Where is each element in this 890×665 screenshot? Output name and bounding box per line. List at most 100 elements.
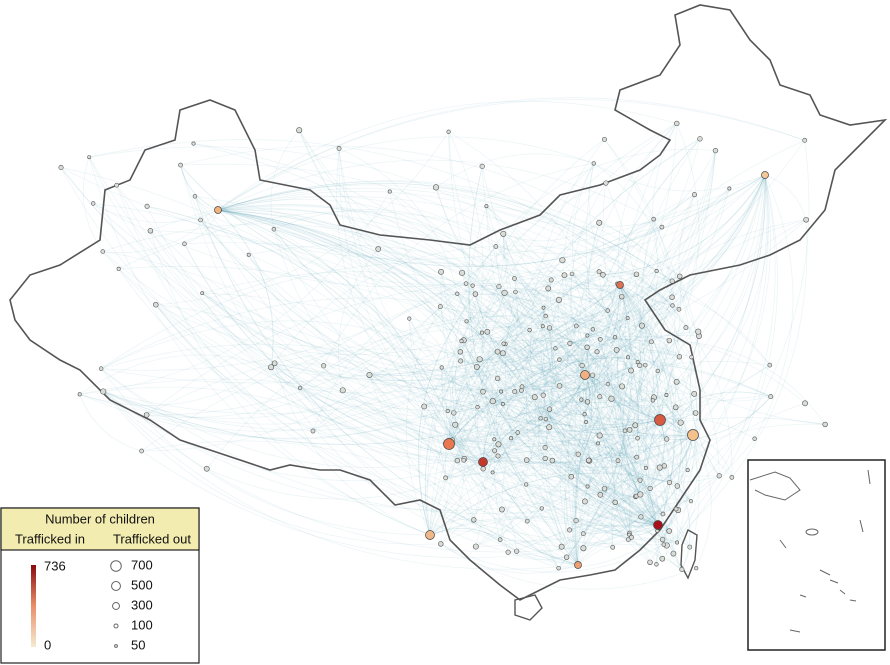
flow xyxy=(477,364,771,427)
city-node xyxy=(492,437,497,442)
flow xyxy=(270,246,496,368)
flow xyxy=(604,139,676,396)
city-node xyxy=(752,436,757,441)
flow xyxy=(538,348,579,566)
city-node xyxy=(585,484,590,489)
city-node xyxy=(144,203,150,209)
flow xyxy=(424,399,478,408)
flow xyxy=(666,396,772,440)
city-node xyxy=(584,344,590,350)
flow xyxy=(298,130,586,376)
city-node xyxy=(634,454,640,460)
flow xyxy=(342,389,696,447)
flow xyxy=(463,174,766,341)
flow xyxy=(481,166,694,436)
city-node xyxy=(697,136,703,142)
flow xyxy=(517,432,694,457)
flow xyxy=(575,188,730,566)
flow xyxy=(656,174,766,272)
flow xyxy=(492,400,512,439)
flow xyxy=(423,406,518,436)
flow xyxy=(473,519,559,569)
flow xyxy=(448,356,628,445)
flow xyxy=(497,351,588,403)
flow xyxy=(118,210,604,276)
flow xyxy=(675,407,700,570)
flow xyxy=(217,209,550,428)
flow xyxy=(429,459,465,536)
size-key-label: 500 xyxy=(131,577,153,592)
flow xyxy=(617,284,642,461)
city-node xyxy=(542,445,548,451)
flow xyxy=(493,439,659,526)
flow xyxy=(624,417,755,440)
city-node xyxy=(612,335,618,340)
flow xyxy=(445,443,613,548)
flow xyxy=(425,292,505,536)
city-node xyxy=(489,398,496,405)
flow xyxy=(482,390,522,463)
size-key-label: 700 xyxy=(131,557,153,572)
flow xyxy=(155,304,484,463)
flow xyxy=(217,209,585,415)
city-node xyxy=(638,322,645,329)
flow xyxy=(429,370,632,536)
city-node xyxy=(694,566,699,571)
flow xyxy=(587,329,601,397)
flow xyxy=(447,338,652,412)
flow xyxy=(440,412,465,545)
city-node xyxy=(143,412,150,418)
flow xyxy=(439,306,632,538)
flow xyxy=(521,386,647,469)
flow xyxy=(217,100,677,211)
flow xyxy=(542,307,651,563)
flow xyxy=(88,156,450,445)
city-node xyxy=(635,360,640,365)
flow xyxy=(429,222,600,536)
flow xyxy=(610,296,664,515)
flow xyxy=(657,327,687,421)
flow xyxy=(492,400,641,481)
flow xyxy=(614,284,625,338)
flow xyxy=(482,390,522,463)
city-node xyxy=(654,562,659,567)
flow xyxy=(472,285,651,489)
city-node xyxy=(628,534,634,540)
flow xyxy=(557,299,586,376)
flow xyxy=(659,391,771,421)
flow xyxy=(445,340,670,479)
city-nodes xyxy=(58,120,828,572)
flow xyxy=(607,356,680,385)
flow xyxy=(102,251,586,390)
flow xyxy=(408,318,562,548)
flow xyxy=(440,288,549,313)
flow xyxy=(102,209,219,254)
flow xyxy=(146,246,497,416)
flow xyxy=(616,283,670,341)
flow xyxy=(503,222,600,242)
city-node xyxy=(803,216,809,223)
flow xyxy=(635,496,674,554)
flow xyxy=(201,292,586,392)
flow xyxy=(424,317,628,408)
hub-node xyxy=(761,171,769,179)
flow xyxy=(217,209,665,467)
flow xyxy=(483,284,621,470)
city-node xyxy=(366,371,373,378)
city-node xyxy=(567,340,573,346)
flow xyxy=(669,174,771,483)
city-node xyxy=(501,289,508,296)
flow xyxy=(503,337,695,395)
flow xyxy=(448,131,586,376)
city-node xyxy=(647,485,653,492)
flow xyxy=(206,455,499,500)
flow xyxy=(619,325,643,495)
flow xyxy=(274,280,673,381)
hub-node xyxy=(654,414,666,426)
flow xyxy=(577,219,658,455)
flow xyxy=(475,150,716,547)
flow xyxy=(336,148,450,445)
flow xyxy=(564,275,661,421)
city-node xyxy=(519,384,525,390)
